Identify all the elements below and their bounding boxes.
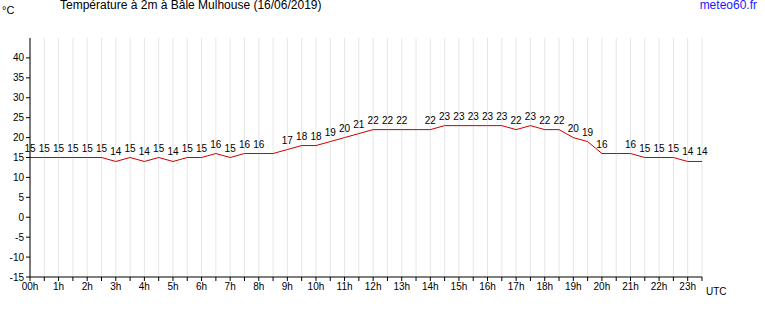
svg-text:19: 19 bbox=[325, 127, 337, 138]
svg-text:15: 15 bbox=[225, 143, 237, 154]
svg-text:16: 16 bbox=[239, 139, 251, 150]
svg-text:5h: 5h bbox=[167, 281, 178, 292]
html-text:°C: °C bbox=[2, 4, 15, 16]
svg-text:20h: 20h bbox=[594, 281, 611, 292]
svg-text:15: 15 bbox=[182, 143, 194, 154]
svg-text:00h: 00h bbox=[22, 281, 39, 292]
svg-text:-10: -10 bbox=[10, 252, 25, 263]
svg-text:4h: 4h bbox=[139, 281, 150, 292]
svg-text:23h: 23h bbox=[679, 281, 696, 292]
svg-text:23: 23 bbox=[439, 111, 451, 122]
svg-text:35: 35 bbox=[13, 72, 25, 83]
svg-text:-15: -15 bbox=[10, 272, 25, 283]
svg-text:10: 10 bbox=[13, 172, 25, 183]
svg-text:15: 15 bbox=[39, 143, 51, 154]
svg-text:23: 23 bbox=[453, 111, 465, 122]
svg-text:22: 22 bbox=[553, 115, 565, 126]
svg-text:9h: 9h bbox=[282, 281, 293, 292]
svg-text:14: 14 bbox=[167, 146, 179, 157]
svg-text:14: 14 bbox=[110, 146, 122, 157]
svg-text:14h: 14h bbox=[422, 281, 439, 292]
svg-text:15: 15 bbox=[24, 143, 36, 154]
svg-text:-5: -5 bbox=[15, 232, 24, 243]
svg-text:15: 15 bbox=[654, 143, 666, 154]
svg-text:15h: 15h bbox=[451, 281, 468, 292]
svg-text:30: 30 bbox=[13, 92, 25, 103]
svg-text:18: 18 bbox=[296, 131, 308, 142]
svg-text:15: 15 bbox=[639, 143, 651, 154]
svg-text:21: 21 bbox=[353, 119, 365, 130]
svg-text:15: 15 bbox=[668, 143, 680, 154]
svg-text:14: 14 bbox=[682, 146, 694, 157]
svg-text:1h: 1h bbox=[53, 281, 64, 292]
svg-text:15: 15 bbox=[125, 143, 137, 154]
svg-text:20: 20 bbox=[339, 123, 351, 134]
svg-text:20: 20 bbox=[13, 132, 25, 143]
svg-text:13h: 13h bbox=[393, 281, 410, 292]
svg-text:16h: 16h bbox=[479, 281, 496, 292]
svg-text:17: 17 bbox=[282, 135, 294, 146]
svg-text:15: 15 bbox=[96, 143, 108, 154]
svg-text:3h: 3h bbox=[110, 281, 121, 292]
svg-text:14: 14 bbox=[139, 146, 151, 157]
svg-text:19h: 19h bbox=[565, 281, 582, 292]
svg-text:22: 22 bbox=[396, 115, 408, 126]
svg-text:15: 15 bbox=[82, 143, 94, 154]
svg-text:16: 16 bbox=[625, 139, 637, 150]
svg-text:6h: 6h bbox=[196, 281, 207, 292]
svg-text:5: 5 bbox=[18, 192, 24, 203]
svg-text:22: 22 bbox=[539, 115, 551, 126]
svg-text:23: 23 bbox=[496, 111, 508, 122]
svg-text:18: 18 bbox=[310, 131, 322, 142]
html-text:UTC: UTC bbox=[706, 286, 727, 297]
svg-text:40: 40 bbox=[13, 52, 25, 63]
svg-text:23: 23 bbox=[482, 111, 494, 122]
svg-text:7h: 7h bbox=[225, 281, 236, 292]
svg-text:16: 16 bbox=[253, 139, 265, 150]
svg-text:22: 22 bbox=[425, 115, 437, 126]
svg-text:0: 0 bbox=[18, 212, 24, 223]
svg-text:10h: 10h bbox=[308, 281, 325, 292]
svg-text:23: 23 bbox=[525, 111, 537, 122]
svg-text:22: 22 bbox=[382, 115, 394, 126]
svg-text:16: 16 bbox=[596, 139, 608, 150]
svg-text:2h: 2h bbox=[82, 281, 93, 292]
svg-text:15: 15 bbox=[53, 143, 65, 154]
svg-text:22: 22 bbox=[511, 115, 523, 126]
svg-text:16: 16 bbox=[210, 139, 222, 150]
svg-text:21h: 21h bbox=[622, 281, 639, 292]
svg-text:15: 15 bbox=[67, 143, 79, 154]
svg-text:20: 20 bbox=[568, 123, 580, 134]
svg-text:19: 19 bbox=[582, 127, 594, 138]
svg-text:18h: 18h bbox=[536, 281, 553, 292]
svg-text:15: 15 bbox=[13, 152, 25, 163]
svg-text:15: 15 bbox=[196, 143, 208, 154]
svg-text:14: 14 bbox=[696, 146, 708, 157]
svg-text:11h: 11h bbox=[337, 281, 353, 292]
svg-text:22h: 22h bbox=[651, 281, 668, 292]
svg-text:23: 23 bbox=[468, 111, 480, 122]
svg-text:22: 22 bbox=[368, 115, 380, 126]
svg-text:15: 15 bbox=[153, 143, 165, 154]
svg-text:25: 25 bbox=[13, 112, 25, 123]
svg-text:12h: 12h bbox=[365, 281, 382, 292]
svg-text:8h: 8h bbox=[253, 281, 264, 292]
svg-text:17h: 17h bbox=[508, 281, 525, 292]
